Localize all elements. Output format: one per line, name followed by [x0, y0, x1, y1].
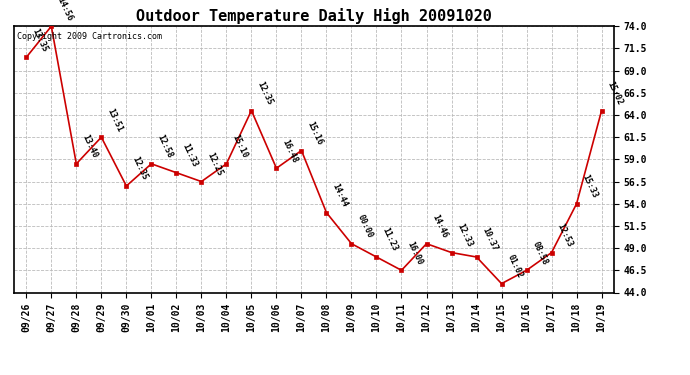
Text: 16:48: 16:48 — [281, 138, 299, 164]
Text: 13:51: 13:51 — [106, 106, 124, 133]
Text: 12:33: 12:33 — [455, 222, 475, 248]
Text: 12:35: 12:35 — [255, 80, 275, 106]
Text: 15:16: 15:16 — [306, 120, 324, 146]
Text: Copyright 2009 Cartronics.com: Copyright 2009 Cartronics.com — [17, 32, 161, 40]
Text: 13:35: 13:35 — [30, 27, 49, 53]
Text: 00:00: 00:00 — [355, 213, 375, 240]
Text: 01:02: 01:02 — [506, 253, 524, 279]
Text: 11:23: 11:23 — [381, 226, 400, 253]
Text: 15:33: 15:33 — [581, 173, 600, 200]
Text: 15:10: 15:10 — [230, 133, 249, 160]
Text: 14:44: 14:44 — [331, 182, 349, 209]
Text: 12:58: 12:58 — [155, 133, 175, 160]
Text: 12:53: 12:53 — [555, 222, 575, 248]
Text: 14:56: 14:56 — [55, 0, 75, 22]
Text: 16:00: 16:00 — [406, 240, 424, 266]
Text: 08:58: 08:58 — [531, 240, 549, 266]
Text: 10:37: 10:37 — [481, 226, 500, 253]
Text: 13:40: 13:40 — [81, 133, 99, 160]
Title: Outdoor Temperature Daily High 20091020: Outdoor Temperature Daily High 20091020 — [136, 8, 492, 24]
Text: 12:25: 12:25 — [206, 151, 224, 177]
Text: 12:35: 12:35 — [130, 155, 149, 182]
Text: 11:33: 11:33 — [181, 142, 199, 168]
Text: 14:46: 14:46 — [431, 213, 449, 240]
Text: 15:02: 15:02 — [606, 80, 624, 106]
